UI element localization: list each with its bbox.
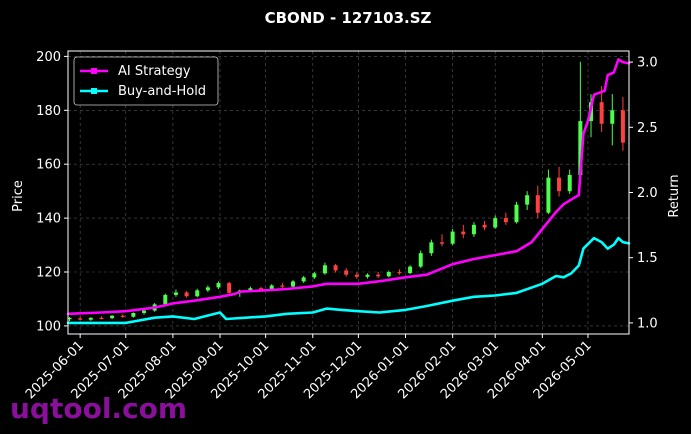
left-axis-title: Price bbox=[11, 180, 26, 212]
candle-body bbox=[131, 312, 136, 317]
candle-body bbox=[280, 285, 285, 287]
candle-body bbox=[184, 292, 189, 297]
candle-body bbox=[493, 218, 498, 228]
candle-body bbox=[546, 177, 551, 213]
legend-label-ai-strategy: AI Strategy bbox=[118, 64, 191, 79]
candle-body bbox=[216, 283, 221, 288]
legend-label-buy-and-hold: Buy-and-Hold bbox=[118, 84, 206, 99]
legend-box bbox=[73, 56, 219, 106]
price-candles bbox=[67, 61, 625, 322]
candle-body bbox=[248, 288, 253, 291]
candle-body bbox=[525, 195, 530, 205]
watermark: uqtool.com bbox=[10, 392, 187, 425]
series-line-ai-strategy bbox=[66, 58, 631, 316]
candle-body bbox=[99, 317, 104, 320]
return-series bbox=[66, 58, 631, 325]
candle-body bbox=[429, 242, 434, 254]
candle-body bbox=[450, 231, 455, 244]
candle-body bbox=[557, 177, 562, 192]
candle-body bbox=[503, 218, 508, 223]
legend-marker-ai-strategy bbox=[91, 68, 97, 74]
candle-body bbox=[173, 292, 178, 295]
candle-body bbox=[120, 315, 125, 317]
candle-body bbox=[440, 242, 444, 244]
y2-tick-label: 1.0 bbox=[637, 316, 658, 331]
y-tick-label: 200 bbox=[36, 50, 61, 65]
candle-body bbox=[291, 281, 296, 287]
chart-title: CBOND - 127103.SZ bbox=[265, 9, 432, 27]
y-tick-label: 160 bbox=[36, 158, 61, 173]
y2-tick-label: 2.0 bbox=[637, 186, 658, 201]
candle-body bbox=[88, 317, 93, 320]
candle-body bbox=[163, 294, 168, 305]
y-tick-label: 120 bbox=[36, 266, 61, 281]
y2-tick-label: 3.0 bbox=[637, 56, 658, 71]
candle-body bbox=[142, 310, 147, 313]
candle-body bbox=[471, 224, 476, 235]
candle-body bbox=[333, 265, 338, 271]
y-tick-label: 180 bbox=[36, 104, 61, 119]
candle-body bbox=[344, 270, 349, 275]
candle-body bbox=[205, 287, 210, 291]
series-line-buy-and-hold bbox=[66, 236, 631, 325]
right-y-axis: 1.0 1.5 2.0 2.5 3.0 bbox=[629, 56, 658, 331]
right-axis-title: Return bbox=[667, 174, 682, 217]
candle-body bbox=[535, 195, 540, 213]
candle-body bbox=[599, 102, 604, 124]
y2-tick-label: 1.5 bbox=[637, 251, 658, 266]
candle-body bbox=[620, 110, 625, 143]
candle-body bbox=[376, 274, 381, 277]
candle-body bbox=[578, 121, 583, 175]
candle-body bbox=[227, 283, 232, 293]
candle-body bbox=[482, 224, 487, 228]
candle-body bbox=[514, 204, 519, 223]
legend-marker-buy-and-hold bbox=[91, 88, 97, 94]
candle-body bbox=[386, 272, 391, 277]
candle-body bbox=[567, 174, 572, 192]
candle-body bbox=[67, 317, 72, 320]
candle-body bbox=[195, 290, 200, 297]
candle-body bbox=[365, 274, 370, 277]
candle-body bbox=[269, 285, 274, 290]
candle-body bbox=[408, 266, 413, 274]
y-tick-label: 100 bbox=[36, 319, 61, 334]
candle-body bbox=[610, 110, 615, 124]
legend: AI Strategy Buy-and-Hold bbox=[73, 56, 219, 106]
candle-body bbox=[259, 288, 264, 290]
candle-body bbox=[312, 273, 317, 278]
candle-body bbox=[322, 265, 327, 274]
y2-tick-label: 2.5 bbox=[637, 121, 658, 136]
candle-body bbox=[461, 231, 466, 235]
y-tick-label: 140 bbox=[36, 212, 61, 227]
left-y-axis: 100 120 140 160 180 200 bbox=[36, 50, 68, 334]
candle-body bbox=[301, 277, 306, 282]
candle-body bbox=[418, 253, 423, 267]
candle-body bbox=[110, 315, 115, 319]
candle-body bbox=[78, 318, 83, 320]
candle-body bbox=[354, 274, 359, 277]
candle-body bbox=[397, 272, 402, 274]
